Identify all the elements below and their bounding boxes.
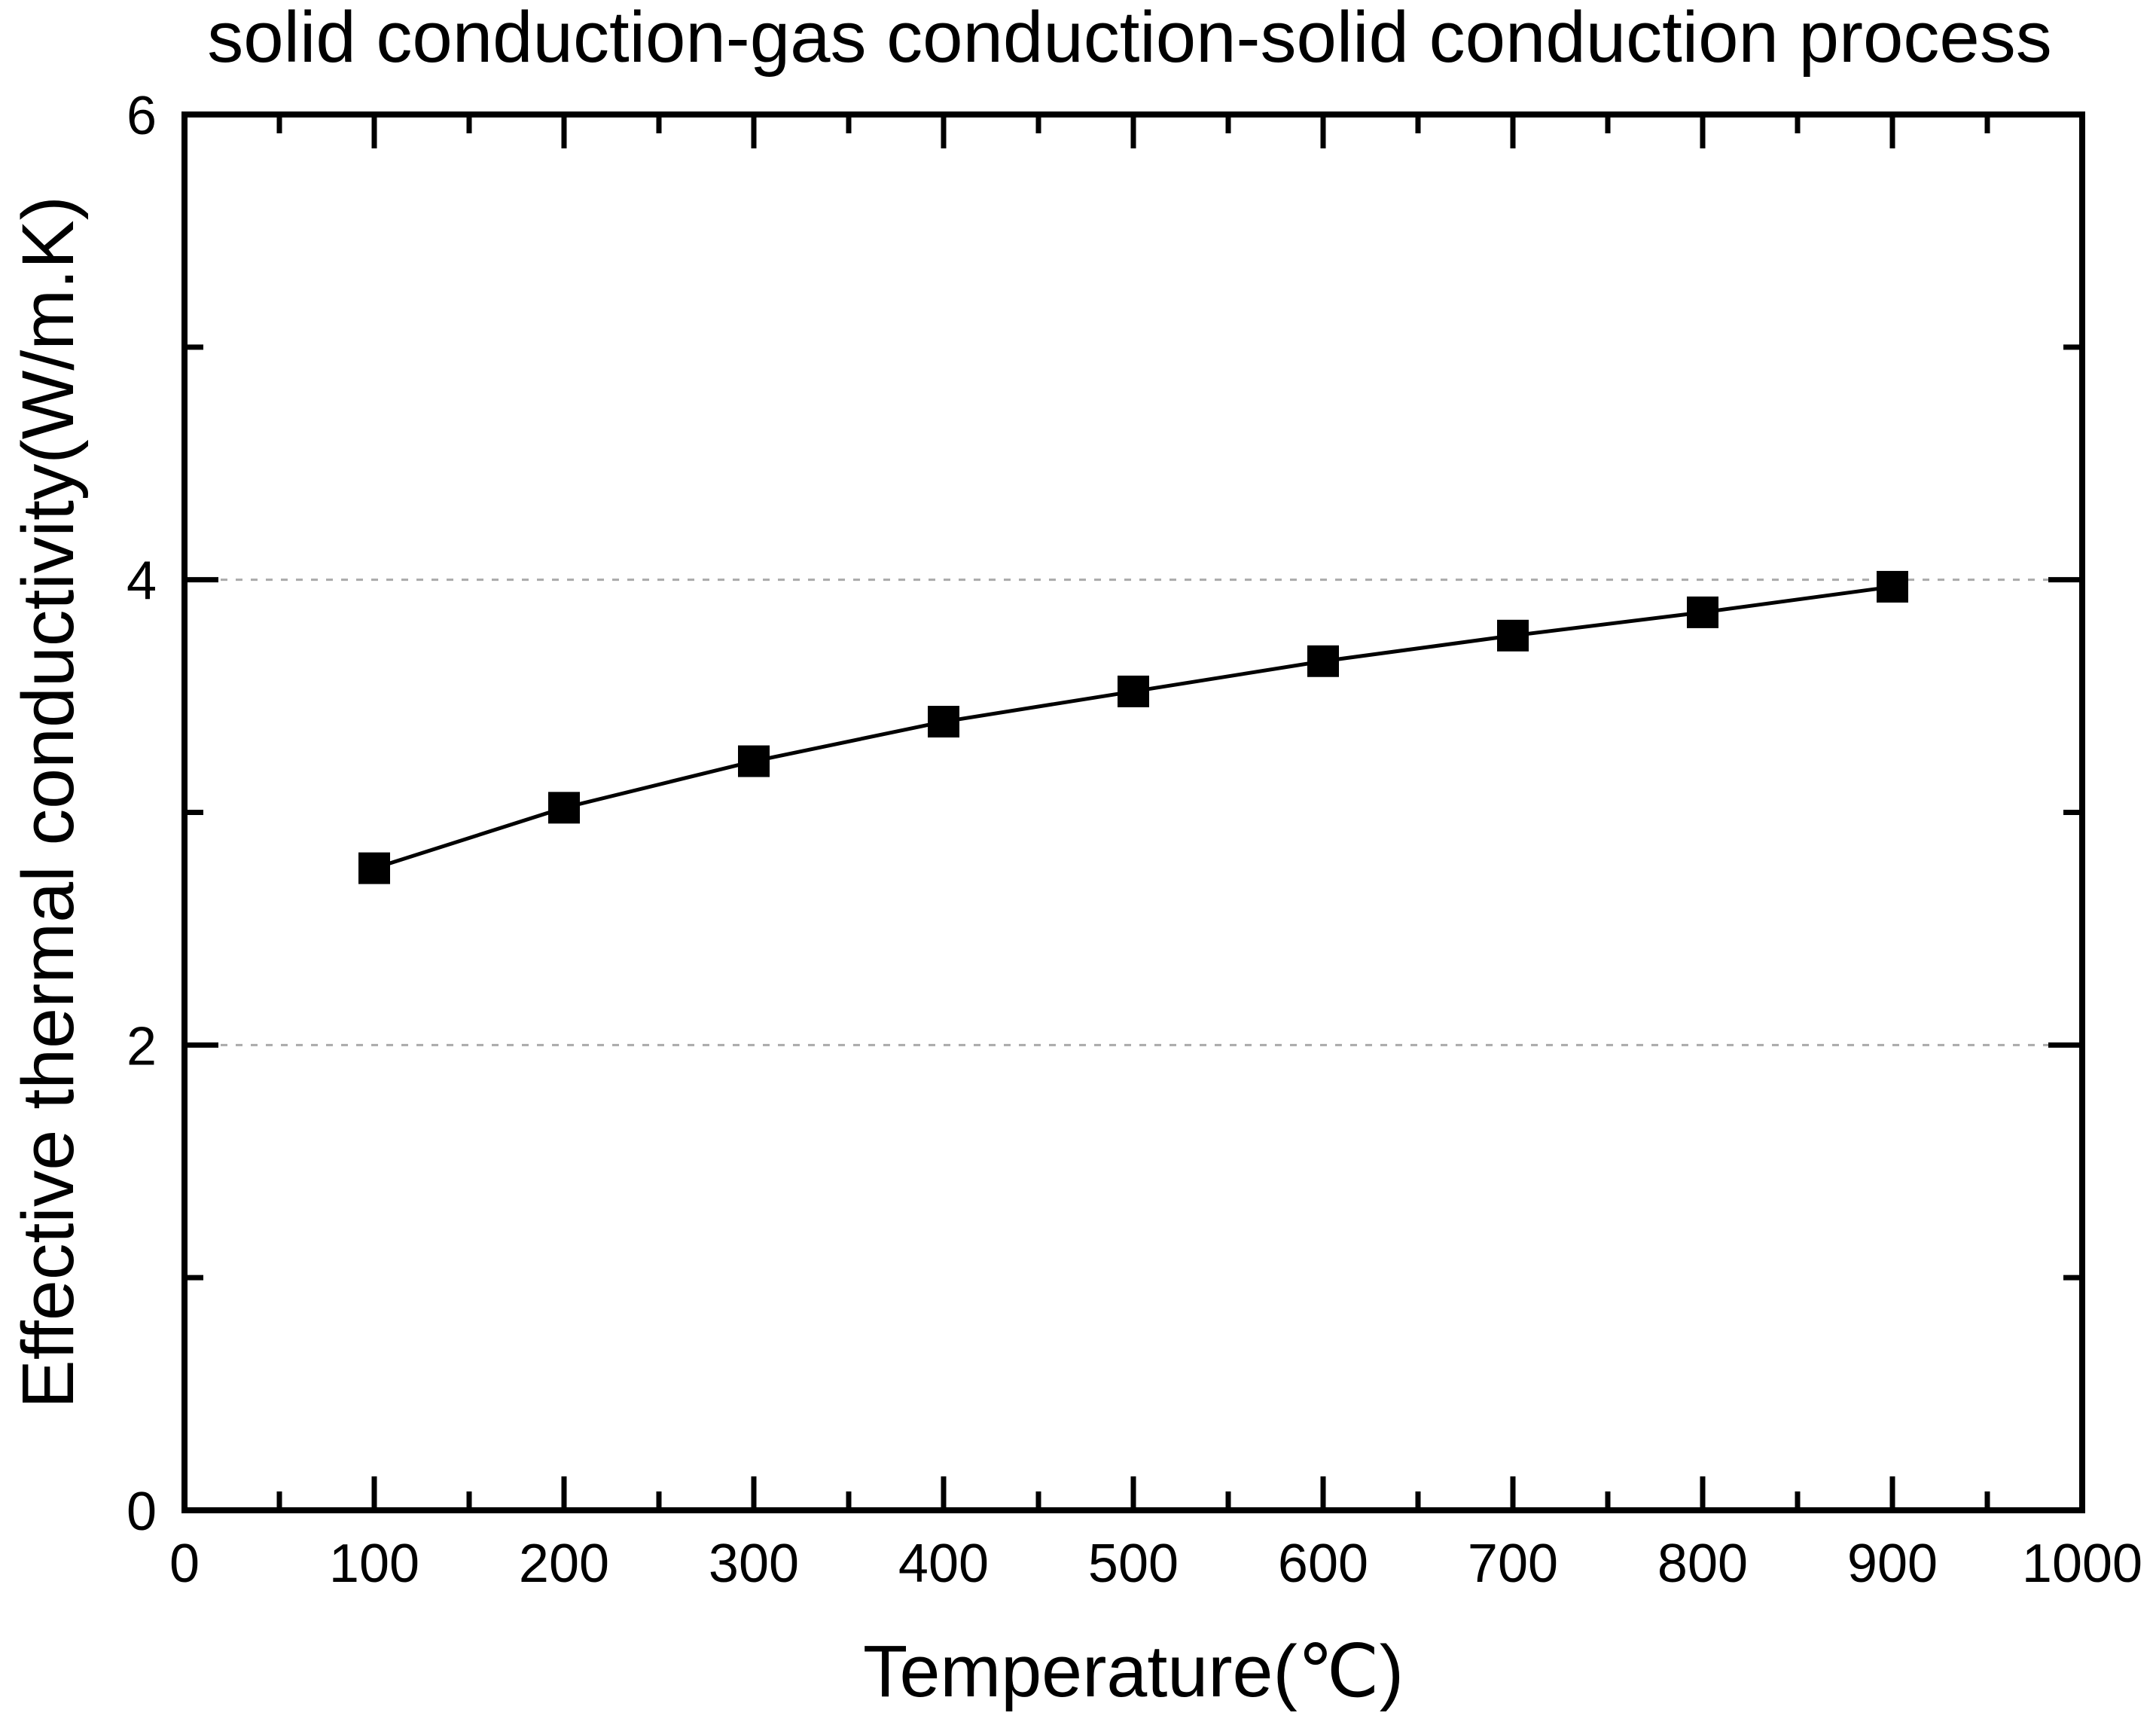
y-tick-label: 6: [127, 86, 157, 146]
data-point-marker: [1877, 570, 1908, 603]
x-tick-label: 900: [1847, 1534, 1938, 1594]
data-point-marker: [1118, 675, 1149, 707]
tick-label-layer: 0 100 200 300 400 500 600 700 800 900 1000 0 2 4 6: [127, 86, 2142, 1594]
gridline-layer: [191, 579, 2076, 1046]
data-point-marker: [1307, 645, 1339, 677]
x-axis-label: Temperature(℃): [863, 1630, 1404, 1712]
series-line: [374, 585, 1893, 871]
x-tick-label: 800: [1657, 1534, 1748, 1594]
x-tick-label: 400: [898, 1534, 989, 1594]
axis-tick-layer: [184, 114, 2082, 1510]
data-series-layer: [358, 570, 1908, 884]
data-point-marker: [1687, 596, 1718, 628]
y-axis-label: Effective thermal conductivity(W/m.K): [7, 196, 89, 1409]
x-tick-label: 200: [519, 1534, 609, 1594]
y-tick-label: 4: [127, 551, 157, 612]
x-tick-label: 700: [1468, 1534, 1558, 1594]
axes-frame-layer: [181, 111, 2085, 1513]
data-point-marker: [1497, 619, 1529, 652]
data-point-marker: [928, 706, 959, 738]
chart-title: solid conduction-gas conduction-solid co…: [207, 0, 2051, 78]
y-tick-label: 2: [127, 1016, 157, 1076]
x-tick-label: 100: [329, 1534, 419, 1594]
data-point-marker: [358, 852, 390, 884]
x-tick-label: 600: [1278, 1534, 1368, 1594]
x-tick-label: 0: [169, 1534, 200, 1594]
plot-frame: [181, 111, 2085, 1513]
x-tick-label: 300: [709, 1534, 799, 1594]
data-point-marker: [548, 792, 580, 824]
x-tick-label: 1000: [2022, 1534, 2142, 1594]
y-tick-label: 0: [127, 1482, 157, 1542]
data-point-marker: [738, 745, 770, 777]
x-tick-label: 500: [1088, 1534, 1179, 1594]
